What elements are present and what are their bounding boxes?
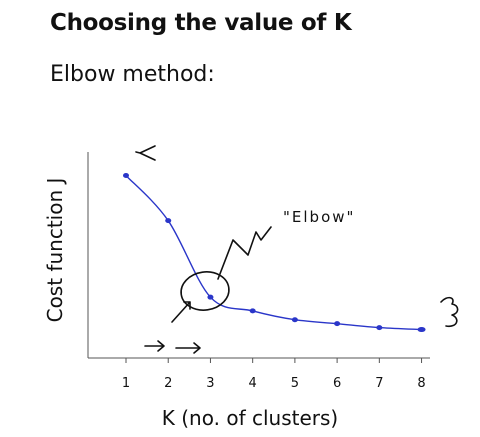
arrow-annotation-k1 — [135, 145, 156, 161]
elbow-annotation: "Elbow" — [283, 208, 355, 226]
data-point — [334, 321, 341, 327]
x-ticks: 1 2 3 4 5 6 7 8 — [122, 358, 426, 391]
slide-subtitle: Elbow method: — [50, 62, 215, 87]
series-line — [125, 175, 422, 331]
data-point — [291, 317, 298, 323]
data-point — [165, 218, 172, 224]
bracket-annotation — [440, 296, 459, 328]
arrow-annotation-right — [175, 342, 201, 354]
x-tick-label: 3 — [206, 376, 214, 391]
x-tick-label: 2 — [164, 376, 172, 391]
elbow-circle — [180, 271, 230, 311]
handwritten-annotations — [135, 145, 459, 354]
data-point — [417, 327, 426, 333]
x-tick-label: 6 — [333, 376, 341, 391]
x-tick-label: 7 — [375, 376, 383, 391]
x-tick-label: 5 — [291, 376, 299, 391]
x-tick-label: 8 — [417, 376, 425, 391]
arrow-annotation-circle — [171, 301, 191, 323]
y-axis-label: Cost function J — [43, 178, 67, 323]
x-tick-label: 1 — [122, 376, 130, 391]
slide-title: Choosing the value of K — [50, 10, 352, 36]
series-layer — [123, 173, 426, 333]
elbow-pointer-stroke — [217, 226, 272, 280]
data-point — [376, 325, 383, 331]
data-point — [207, 294, 214, 300]
x-tick-label: 4 — [249, 376, 257, 391]
x-axis-label: K (no. of clusters) — [162, 406, 338, 430]
data-point — [249, 308, 256, 314]
data-point — [123, 173, 129, 179]
arrow-annotation-left — [144, 340, 165, 352]
